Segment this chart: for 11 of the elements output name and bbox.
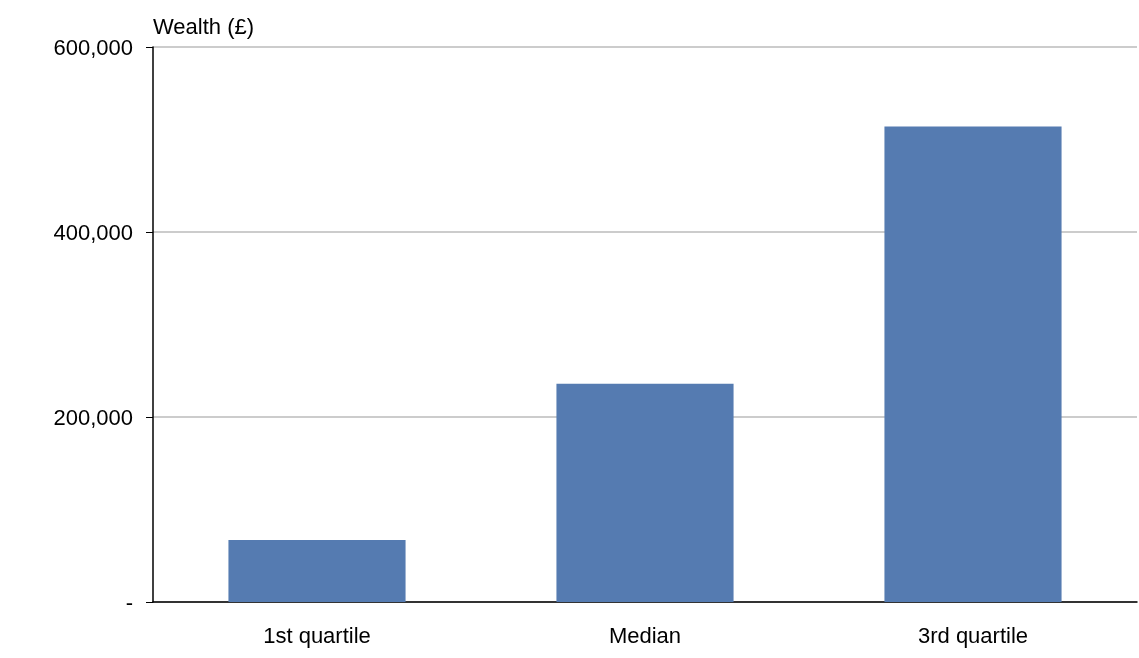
y-tick-label: 200,000 bbox=[53, 404, 133, 430]
y-tick-label: - bbox=[125, 589, 133, 615]
bar bbox=[884, 126, 1062, 602]
x-tick-label: 1st quartile bbox=[263, 622, 371, 648]
y-axis-title: Wealth (£) bbox=[153, 13, 255, 39]
y-tick-label: 600,000 bbox=[53, 34, 133, 60]
x-tick-label: 3rd quartile bbox=[917, 622, 1029, 648]
x-tick-label: Median bbox=[608, 622, 682, 648]
bar bbox=[556, 383, 734, 602]
bar bbox=[228, 540, 406, 602]
y-tick-label: 400,000 bbox=[53, 219, 133, 245]
